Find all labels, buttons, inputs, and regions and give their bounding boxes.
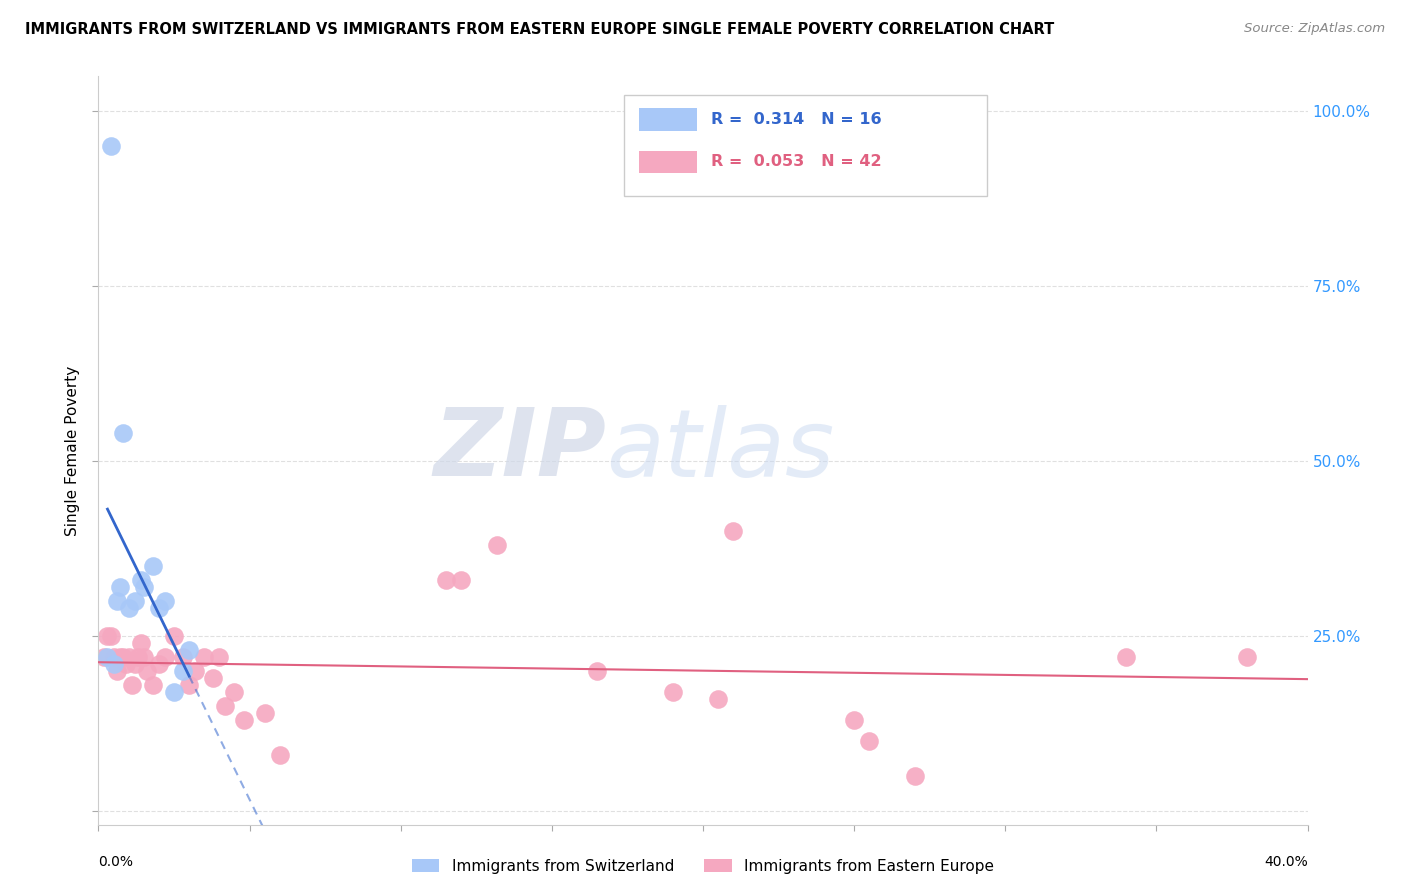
Point	[486, 538, 509, 552]
Point	[224, 685, 246, 699]
FancyBboxPatch shape	[624, 95, 987, 195]
Point	[132, 650, 155, 665]
Point	[105, 664, 128, 678]
Point	[103, 650, 125, 665]
Point	[193, 650, 215, 665]
Point	[253, 706, 276, 720]
Point	[214, 699, 236, 714]
Point	[105, 594, 128, 608]
Point	[103, 657, 125, 671]
Point	[434, 573, 457, 587]
Text: 0.0%: 0.0%	[98, 855, 134, 869]
Point	[142, 678, 165, 692]
Point	[450, 573, 472, 587]
Point	[108, 650, 131, 665]
Point	[111, 650, 134, 665]
Point	[124, 594, 146, 608]
FancyBboxPatch shape	[638, 151, 697, 173]
Point	[163, 685, 186, 699]
Point	[142, 559, 165, 574]
Point	[124, 657, 146, 671]
Text: atlas: atlas	[606, 405, 835, 496]
Point	[904, 769, 927, 783]
Point	[172, 650, 194, 665]
Point	[111, 425, 134, 440]
Point	[184, 664, 207, 678]
Point	[148, 601, 170, 615]
Point	[129, 636, 152, 650]
Point	[661, 685, 683, 699]
Point	[1236, 650, 1258, 665]
Point	[132, 580, 155, 594]
Point	[269, 747, 291, 762]
Point	[232, 713, 254, 727]
Text: IMMIGRANTS FROM SWITZERLAND VS IMMIGRANTS FROM EASTERN EUROPE SINGLE FEMALE POVE: IMMIGRANTS FROM SWITZERLAND VS IMMIGRANT…	[25, 22, 1054, 37]
Point	[202, 671, 225, 685]
Y-axis label: Single Female Poverty: Single Female Poverty	[65, 366, 80, 535]
Point	[707, 692, 730, 706]
FancyBboxPatch shape	[638, 108, 697, 130]
Point	[118, 601, 141, 615]
Point	[127, 650, 149, 665]
Point	[135, 664, 157, 678]
Point	[179, 678, 201, 692]
Point	[118, 650, 141, 665]
Point	[172, 664, 194, 678]
Text: Source: ZipAtlas.com: Source: ZipAtlas.com	[1244, 22, 1385, 36]
Point	[100, 629, 122, 643]
Point	[208, 650, 231, 665]
Text: 40.0%: 40.0%	[1264, 855, 1308, 869]
Legend: Immigrants from Switzerland, Immigrants from Eastern Europe: Immigrants from Switzerland, Immigrants …	[406, 853, 1000, 880]
Point	[129, 573, 152, 587]
Point	[114, 657, 136, 671]
Point	[723, 524, 745, 538]
Point	[108, 580, 131, 594]
Point	[96, 629, 118, 643]
Point	[179, 643, 201, 657]
Point	[153, 594, 176, 608]
Point	[163, 629, 186, 643]
Point	[121, 678, 143, 692]
Point	[100, 139, 122, 153]
Text: R =  0.053   N = 42: R = 0.053 N = 42	[711, 154, 882, 169]
Text: ZIP: ZIP	[433, 404, 606, 497]
Point	[844, 713, 866, 727]
Point	[148, 657, 170, 671]
Point	[1115, 650, 1137, 665]
Point	[96, 650, 118, 665]
Point	[858, 734, 880, 748]
Text: R =  0.314   N = 16: R = 0.314 N = 16	[711, 112, 882, 127]
Point	[153, 650, 176, 665]
Point	[93, 650, 115, 665]
Point	[586, 664, 609, 678]
